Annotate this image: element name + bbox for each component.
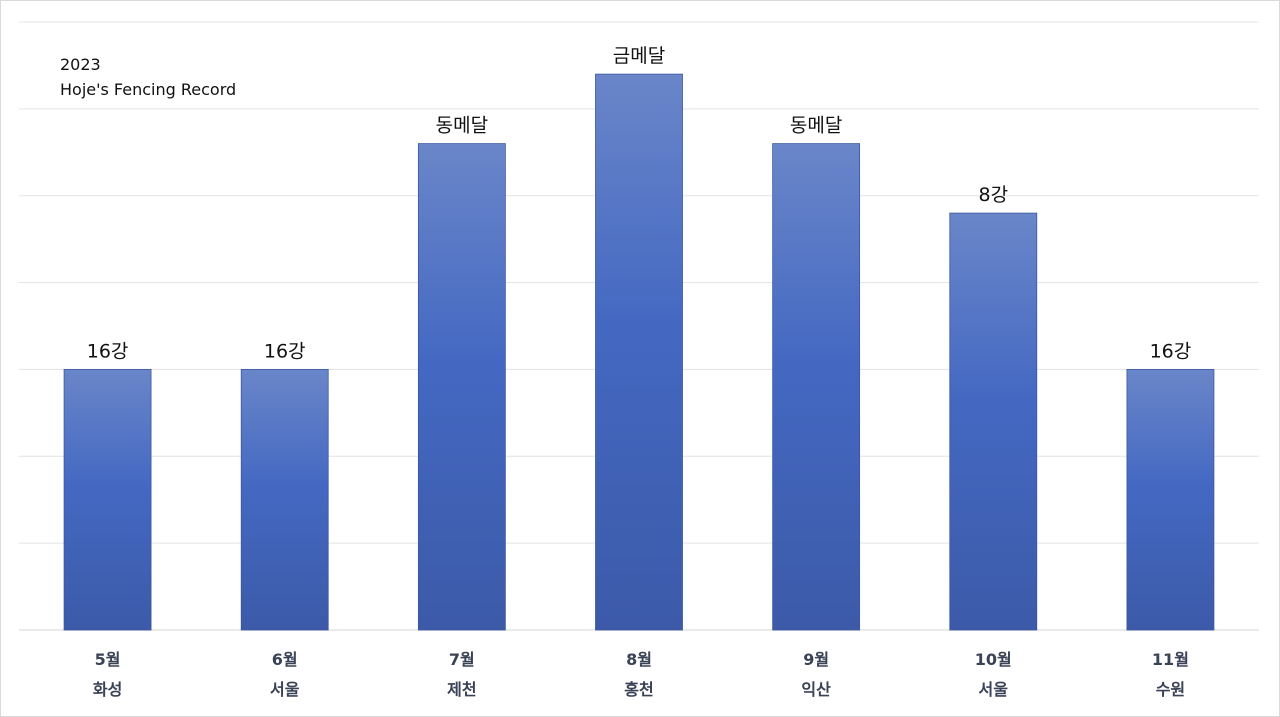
bar <box>949 212 1038 631</box>
tick-label-location: 익산 <box>801 680 831 699</box>
tick-label-month: 10월 <box>975 650 1012 669</box>
bar <box>417 143 506 631</box>
tick-label-month: 11월 <box>1152 650 1189 669</box>
tick-label-location: 제천 <box>447 680 476 699</box>
tick-label-location: 수원 <box>1156 680 1185 699</box>
chart-subtitle: Hoje's Fencing Record <box>60 80 237 99</box>
data-label: 동메달 <box>790 115 842 137</box>
bar <box>63 369 152 631</box>
tick-label-month: 9월 <box>803 650 829 669</box>
bar <box>772 143 861 631</box>
bar-series <box>63 73 1215 631</box>
data-label: 금메달 <box>613 45 665 67</box>
tick-label-location: 홍천 <box>624 680 653 699</box>
data-label: 16강 <box>87 340 129 362</box>
data-label: 16강 <box>264 340 306 362</box>
chart-title: 2023 <box>60 55 101 74</box>
bar <box>595 73 683 631</box>
bar <box>240 369 329 631</box>
tick-label-location: 서울 <box>270 680 300 699</box>
tick-label-month: 8월 <box>626 650 652 669</box>
data-label: 16강 <box>1150 340 1192 362</box>
data-label: 동메달 <box>436 115 488 137</box>
tick-label-location: 서울 <box>979 680 1009 699</box>
data-label: 8강 <box>978 184 1008 206</box>
tick-label-location: 화성 <box>93 680 122 699</box>
tick-label-month: 6월 <box>272 650 298 669</box>
tick-label-month: 7월 <box>449 650 475 669</box>
chart-title-block: 2023 Hoje's Fencing Record <box>60 52 236 102</box>
bar <box>1126 369 1215 631</box>
tick-label-month: 5월 <box>95 650 121 669</box>
